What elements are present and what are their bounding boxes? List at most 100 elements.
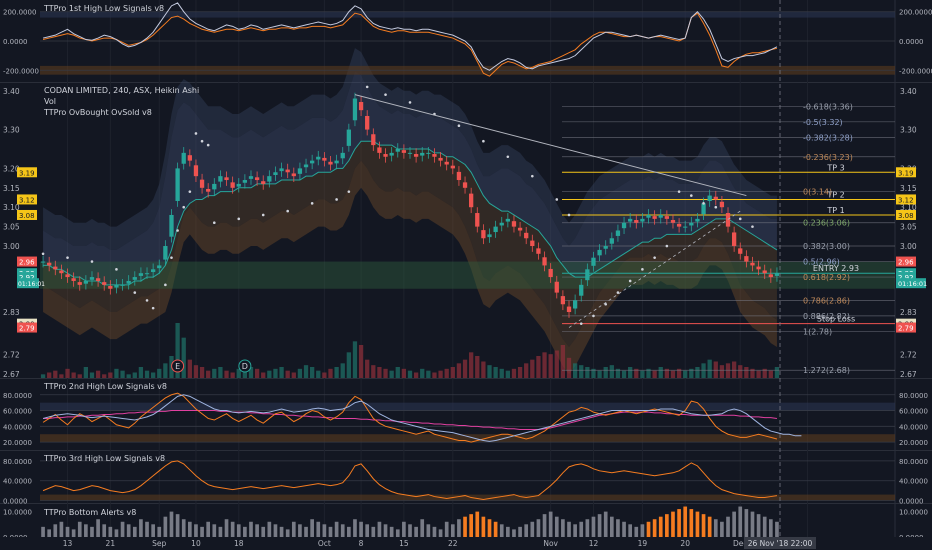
candle-body	[40, 261, 46, 263]
candle-body	[731, 232, 737, 247]
price-axis-tick-left: 3.40	[3, 87, 20, 96]
volume-bar	[432, 372, 437, 378]
bottom-alert-bar	[59, 521, 64, 537]
pane3-axis-tick: 80.0000	[899, 392, 928, 400]
pane1-axis-tick: 0.0000	[899, 38, 924, 46]
sar-dot	[206, 143, 210, 147]
candle-body	[291, 173, 296, 177]
candle-body	[71, 278, 76, 281]
event-marker-e	[171, 359, 185, 373]
candle-body	[175, 168, 180, 201]
volume-bar	[438, 370, 443, 378]
crosshair-time-badge	[744, 537, 816, 549]
bottom-alert-bar	[279, 526, 284, 537]
candle-body	[683, 226, 688, 228]
overbought-cloud	[43, 71, 777, 285]
pane4-axis-tick-left: 0.0000	[3, 498, 28, 506]
price-badge-right-text: 3.19	[898, 169, 914, 177]
bottom-alert-bar	[567, 521, 571, 537]
sar-dot	[567, 213, 571, 217]
volume-bar	[646, 368, 651, 378]
volume-bar	[542, 352, 547, 378]
pane3-signal-orange	[42, 392, 778, 443]
candle-body	[566, 306, 572, 313]
volume-bar	[554, 350, 559, 378]
candle-body	[59, 270, 64, 274]
candle-body	[132, 277, 137, 280]
volume-bar	[524, 363, 529, 378]
bottom-alert-bar	[499, 524, 504, 537]
bottom-alert-bar	[389, 526, 394, 537]
volume-bar	[407, 370, 413, 378]
candle-body	[475, 213, 480, 227]
bottom-alert-bar	[255, 524, 259, 537]
sar-dot	[665, 244, 669, 248]
sar-dot	[200, 139, 204, 143]
volume-bar	[358, 345, 364, 378]
price-badge-left-text: 2.96	[19, 259, 35, 267]
event-marker-label: E	[175, 362, 180, 371]
candle-body	[768, 274, 773, 278]
bottom-alert-bar	[402, 521, 406, 537]
pane3-axis-tick: 60.0000	[899, 408, 928, 416]
price-axis-tick: 2.67	[900, 370, 917, 379]
bottom-alert-bar	[512, 529, 516, 537]
trade-line-label: ENTRY 2.93	[813, 264, 859, 273]
price-badge-left-text: 2.79	[19, 325, 35, 333]
volume-bar	[444, 368, 449, 378]
pane5-axis-tick-left: 10.0000	[3, 509, 32, 517]
sar-dot	[616, 291, 620, 294]
bottom-alert-bar	[316, 521, 321, 537]
volume-bar	[572, 363, 578, 378]
bottom-alert-bar	[658, 516, 663, 537]
pane3-axis-tick-left: 40.0000	[3, 423, 32, 431]
volume-bar	[738, 365, 743, 378]
bottom-alert-bar	[365, 524, 370, 537]
pane4-axis-tick: 80.0000	[899, 458, 928, 466]
entry-zone	[40, 261, 895, 289]
bottom-alert-bar	[71, 529, 76, 537]
candle-body	[95, 278, 101, 281]
candle-body	[756, 266, 761, 270]
candle-body	[108, 286, 113, 289]
bottom-alert-bar	[408, 524, 412, 537]
pane5-axis-tick: 10.0000	[899, 509, 928, 517]
volume-bar	[689, 368, 694, 378]
volume-bar	[768, 370, 773, 378]
candle-body	[719, 201, 725, 208]
bottom-alert-bar	[347, 526, 351, 537]
candle-body	[707, 195, 712, 201]
bottom-alert-bar	[383, 524, 388, 537]
candle-body	[664, 216, 669, 219]
bottom-alert-bar	[53, 524, 58, 537]
candle-body	[328, 161, 333, 165]
bottom-alert-bar	[304, 526, 308, 537]
bottom-alert-bar	[163, 516, 168, 537]
sar-dot	[145, 299, 149, 302]
candle-body	[585, 269, 590, 281]
volume-bar	[591, 368, 596, 378]
volume-bar	[493, 367, 498, 378]
sar-dot	[347, 190, 351, 193]
volume-bar	[138, 367, 144, 378]
bottom-alert-bar	[768, 519, 773, 537]
time-axis-tick: 10	[191, 539, 201, 548]
bottom-alert-bar	[432, 526, 437, 537]
volume-bar	[346, 352, 351, 378]
candle-body	[487, 234, 492, 238]
candle-body	[420, 152, 425, 156]
sar-dot	[90, 260, 94, 263]
time-axis-tick: 19	[638, 539, 648, 548]
sar-dot	[41, 252, 45, 256]
time-axis-tick: 21	[106, 539, 116, 548]
volume-bar	[713, 361, 718, 378]
bottom-alert-bar	[585, 519, 590, 537]
sar-dot	[384, 93, 387, 96]
volume-bar	[120, 370, 125, 378]
bottom-alert-bar	[291, 521, 296, 537]
volume-bar	[695, 367, 700, 378]
candle-body	[413, 154, 419, 157]
price-badge-right	[896, 272, 916, 283]
candle-body	[450, 165, 455, 169]
